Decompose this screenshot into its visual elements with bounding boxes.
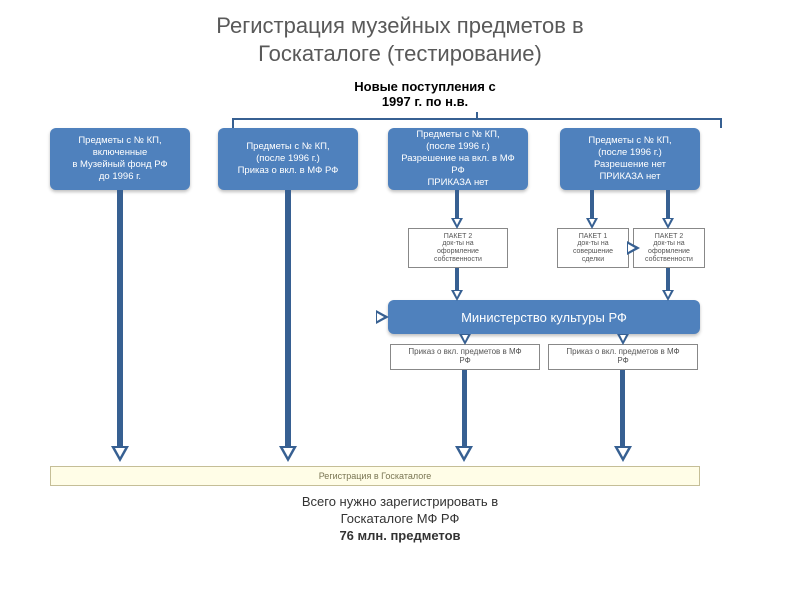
footer: Всего нужно зарегистрировать в Госкатало… [0, 494, 800, 545]
node-1-text: Предметы с № КП, включенные в Музейный ф… [72, 135, 167, 183]
registration-text: Регистрация в Госкаталоге [319, 471, 432, 481]
node-2: Предметы с № КП, (после 1996 г.) Приказ … [218, 128, 358, 190]
subtitle: Новые поступления с 1997 г. по н.в. [300, 79, 550, 109]
node-4-text: Предметы с № КП, (после 1996 г.) Разреше… [588, 135, 671, 183]
arrow-o1-reg-head [455, 446, 473, 462]
arrow-col1-line [117, 190, 123, 448]
bracket [232, 118, 722, 126]
node-3: Предметы с № КП, (после 1996 г.) Разреше… [388, 128, 528, 190]
order-2-text: Приказ о вкл. предметов в МФ РФ [566, 348, 679, 366]
arrow-n4-p3-line [666, 190, 670, 220]
arrow-col2-line [285, 190, 291, 448]
order-1-text: Приказ о вкл. предметов в МФ РФ [408, 348, 521, 366]
packet-2-text: ПАКЕТ 1 док-ты на совершение сделки [560, 233, 626, 264]
order-1: Приказ о вкл. предметов в МФ РФ [390, 344, 540, 370]
arrow-min-o2-head [617, 334, 629, 345]
arrow-n3-p1-line [455, 190, 459, 220]
bracket-tick [476, 112, 478, 120]
arrow-p1-min-v [455, 268, 459, 292]
arrow-min-o1-head [459, 334, 471, 345]
packet-2: ПАКЕТ 1 док-ты на совершение сделки [557, 228, 629, 268]
arrow-col1-head [111, 446, 129, 462]
arrow-p2-p3-head [627, 241, 640, 255]
subtitle-line2: 1997 г. по н.в. [382, 94, 468, 109]
packet-1-text: ПАКЕТ 2 док-ты на оформление собственнос… [434, 233, 482, 264]
arrow-n3-p1-head [451, 218, 463, 229]
node-2-text: Предметы с № КП, (после 1996 г.) Приказ … [238, 141, 339, 177]
arrow-n4-p3-head [662, 218, 674, 229]
registration-bar: Регистрация в Госкаталоге [50, 466, 700, 486]
arrow-into-ministry-left [376, 310, 389, 324]
node-3-text: Предметы с № КП, (после 1996 г.) Разреше… [401, 129, 515, 188]
order-2: Приказ о вкл. предметов в МФ РФ [548, 344, 698, 370]
footer-line2: Госкаталоге МФ РФ [341, 511, 460, 526]
arrow-col2-head [279, 446, 297, 462]
footer-line1: Всего нужно зарегистрировать в [302, 494, 498, 509]
arrow-p3-min-head [662, 290, 674, 301]
packet-3-text: ПАКЕТ 2 док-ты на оформление собственнос… [636, 233, 702, 264]
title-line2: Госкаталоге (тестирование) [258, 41, 542, 66]
page-title: Регистрация музейных предметов в Госката… [0, 0, 800, 67]
title-line1: Регистрация музейных предметов в [216, 13, 583, 38]
arrow-o2-reg-head [614, 446, 632, 462]
packet-1: ПАКЕТ 2 док-ты на оформление собственнос… [408, 228, 508, 268]
arrow-n4-p2-line [590, 190, 594, 220]
ministry: Министерство культуры РФ [388, 300, 700, 334]
node-4: Предметы с № КП, (после 1996 г.) Разреше… [560, 128, 700, 190]
subtitle-line1: Новые поступления с [354, 79, 495, 94]
footer-line3: 76 млн. предметов [339, 528, 460, 543]
arrow-n4-p2-head [586, 218, 598, 229]
packet-3: ПАКЕТ 2 док-ты на оформление собственнос… [633, 228, 705, 268]
arrow-o2-reg-line [620, 370, 625, 448]
arrow-p1-min-head [451, 290, 463, 301]
arrow-o1-reg-line [462, 370, 467, 448]
ministry-text: Министерство культуры РФ [461, 310, 627, 325]
node-1: Предметы с № КП, включенные в Музейный ф… [50, 128, 190, 190]
arrow-p3-min-v [666, 268, 670, 292]
